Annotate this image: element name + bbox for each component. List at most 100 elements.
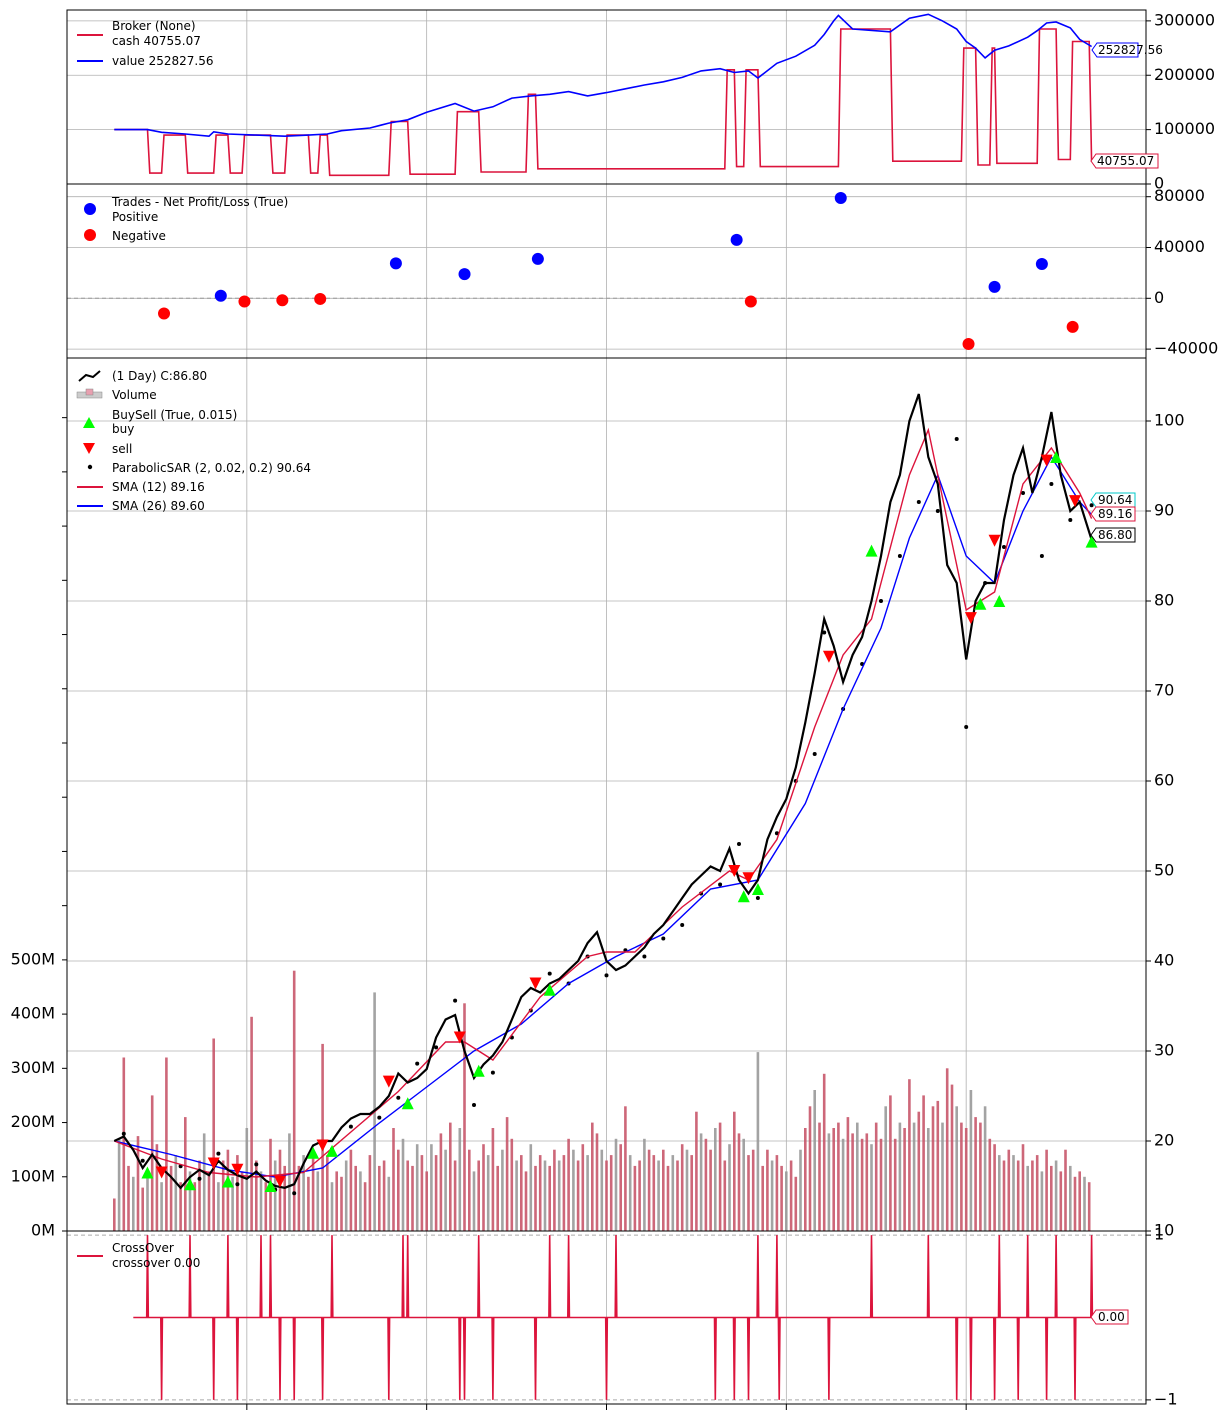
volume-bar-56: [378, 1165, 381, 1231]
volume-bar-70: [444, 1149, 447, 1231]
volume-bar-159: [865, 1133, 869, 1231]
sell-marker-1: [207, 1157, 220, 1170]
price-legend: (1 Day) C:86.80 Volume BuySell (True, 0.…: [76, 369, 311, 513]
volume-legend-swatch-up: [85, 388, 94, 396]
buy-marker-6: [401, 1097, 414, 1110]
trades-ytick-label-2: 40000: [1154, 237, 1205, 256]
psar-value-tag-label: 90.64: [1098, 493, 1132, 507]
psar-dot-16: [434, 1045, 439, 1050]
broker-legend: Broker (None) cash 40755.07 value 252827…: [77, 19, 213, 68]
sell-marker-4: [316, 1139, 329, 1152]
psar-dot-45: [964, 725, 969, 729]
volume-bar-71: [449, 1122, 452, 1231]
buy-marker-1: [184, 1178, 197, 1191]
volume-bar-188: [1002, 1160, 1006, 1231]
volume-bar-75: [468, 1149, 471, 1231]
volume-bar-44: [321, 1043, 324, 1231]
volume-bar-95: [562, 1155, 566, 1231]
volume-bar-3: [127, 1165, 130, 1231]
trades-legend-title: Trades - Net Profit/Loss (True): [111, 195, 288, 209]
price-ytick-label-6: 70: [1154, 681, 1174, 700]
volume-bar-196: [1040, 1171, 1044, 1231]
psar-dot-4: [197, 1176, 202, 1181]
close-value-tag: 86.80: [1090, 527, 1136, 543]
volume-bar-81: [496, 1165, 499, 1231]
volume-bar-111: [638, 1160, 641, 1231]
volume-bar-63: [411, 1165, 414, 1231]
volume-ytick-label-0: 0M: [31, 1221, 55, 1240]
broker-cash-tag-box: [1090, 153, 1159, 169]
volume-bar-116: [662, 1149, 665, 1231]
volume-bar-46: [330, 1182, 334, 1231]
buy-marker-3: [264, 1180, 277, 1192]
volume-bar-17: [193, 1182, 197, 1231]
volume-bar-121: [685, 1149, 689, 1231]
broker-cash-tag: 40755.07: [1090, 153, 1159, 169]
volume-bar-78: [482, 1144, 485, 1231]
price-ytick-label-1: 20: [1154, 1131, 1174, 1150]
psar-dot-43: [935, 509, 940, 513]
close-value-tag-box: [1090, 527, 1136, 543]
volume-bar-157: [856, 1122, 859, 1231]
sell-marker-3: [273, 1175, 286, 1188]
volume-bar-154: [841, 1138, 845, 1231]
volume-bar-13: [174, 1155, 178, 1231]
volume-ytick-label-2: 200M: [11, 1112, 55, 1131]
volume-bar-27: [240, 1171, 244, 1231]
sell-marker-14: [1069, 495, 1082, 508]
psar-dot-50: [1049, 482, 1054, 486]
trade-point-12: [988, 280, 1001, 293]
positive-legend-marker: [84, 203, 96, 215]
volume-bar-40: [302, 1155, 305, 1231]
trades-ytick-label-1: 0: [1154, 288, 1164, 307]
value-line: [114, 13, 1093, 138]
volume-bar-60: [397, 1149, 400, 1231]
volume-bar-109: [628, 1155, 632, 1231]
psar-value-tag-box: [1090, 492, 1136, 508]
volume-bar-58: [387, 1176, 391, 1231]
price-ytick-label-7: 80: [1154, 591, 1174, 610]
price-ytick-label-8: 90: [1154, 501, 1174, 520]
crossover-panel: −1 1: [66, 1225, 1178, 1410]
volume-bar-194: [1031, 1160, 1034, 1231]
volume-bar-97: [572, 1149, 575, 1231]
volume-bar-92: [548, 1165, 551, 1231]
volume-bar-54: [368, 1155, 372, 1231]
psar-legend-marker: [87, 464, 93, 470]
psar-dot-6: [235, 1182, 240, 1187]
volume-bar-87: [524, 1171, 528, 1231]
volume-bar-189: [1007, 1149, 1011, 1231]
buy-marker-10: [751, 883, 764, 895]
psar-dot-27: [642, 954, 647, 959]
buy-marker-8: [543, 983, 556, 996]
psar-dot-0: [121, 1131, 126, 1136]
crossover-legend-title: CrossOver: [112, 1241, 174, 1255]
buy-marker-2: [221, 1175, 234, 1188]
volume-bar-99: [581, 1144, 585, 1231]
volume-bar-23: [221, 1160, 225, 1231]
volume-bar-204: [1078, 1171, 1081, 1231]
volume-bar-176: [945, 1068, 949, 1231]
buy-marker-7: [472, 1064, 485, 1077]
volume-bar-123: [695, 1111, 698, 1231]
volume-bar-183: [979, 1122, 982, 1231]
sell-marker-5: [382, 1075, 395, 1088]
buy-marker-9: [737, 890, 750, 903]
psar-dot-49: [1039, 554, 1044, 558]
buy-legend-marker: [83, 417, 95, 428]
trades-ytick-label-0: −40000: [1154, 339, 1218, 358]
broker-ytick-label-0: 0: [1154, 174, 1164, 193]
volume-bar-146: [804, 1128, 807, 1231]
sell-legend-marker: [83, 443, 95, 454]
volume-bar-106: [614, 1138, 618, 1231]
volume-bar-4: [132, 1176, 135, 1231]
volume-bar-195: [1035, 1155, 1039, 1231]
volume-bar-83: [505, 1117, 509, 1231]
volume-bar-164: [889, 1095, 892, 1231]
volume-bar-193: [1026, 1165, 1029, 1231]
volume-bar-108: [624, 1106, 627, 1231]
volume-bar-80: [491, 1128, 495, 1231]
psar-dot-44: [954, 437, 959, 441]
volume-bar-181: [969, 1090, 973, 1231]
psar-legend-label: ParabolicSAR (2, 0.02, 0.2) 90.64: [112, 461, 311, 475]
